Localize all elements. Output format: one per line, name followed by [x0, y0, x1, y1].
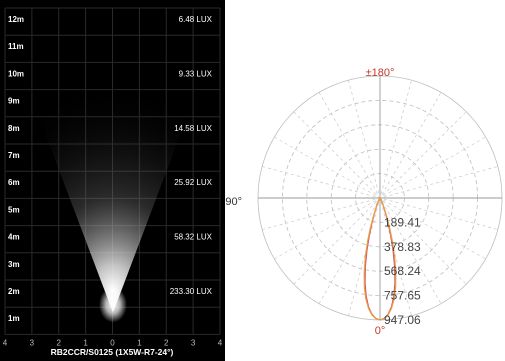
beam-y-tick-label: 4m	[8, 233, 20, 242]
beam-y-axis-labels: 12m 11m 10m 9m 8m 7m 6m 5m 4m 3m 2m 1m	[8, 15, 24, 323]
lux-reading: 6.48 LUX	[179, 15, 213, 24]
beam-y-tick-label: 8m	[8, 124, 20, 133]
radial-value-label: 189.41	[384, 215, 421, 229]
lux-reading: 14.58 LUX	[174, 124, 212, 133]
polar-radial-labels: 189.41 378.83 568.24 757.65 947.06	[384, 215, 421, 327]
radial-value-label: 568.24	[384, 264, 421, 278]
beam-x-tick-label: 2	[164, 338, 169, 347]
beam-y-tick-label: 12m	[8, 15, 24, 24]
beam-x-tick-label: 3	[30, 338, 35, 347]
angle-label-left: -90°	[225, 196, 242, 208]
beam-x-tick-label: 4	[218, 338, 223, 347]
polar-candela-diagram: 189.41 378.83 568.24 757.65 947.06 ±180° -90…	[225, 67, 503, 337]
polar-series	[363, 197, 397, 321]
beam-y-tick-label: 1m	[8, 314, 20, 323]
beam-y-tick-label: 5m	[8, 205, 20, 214]
beam-x-axis-labels: 4 3 2 1 0 1 2 3 4	[3, 338, 223, 347]
beam-x-tick-label: 2	[57, 338, 62, 347]
beam-y-tick-label: 10m	[8, 69, 24, 78]
lux-reading: 233.30 LUX	[170, 287, 213, 296]
angle-label-bottom: 0°	[375, 325, 386, 337]
beam-diagram: 12m 11m 10m 9m 8m 7m 6m 5m 4m 3m 2m 1m 4 3 2 1 0 1 2 3 4 6.…	[3, 7, 223, 357]
lux-reading: 58.32 LUX	[174, 233, 212, 242]
beam-y-tick-label: 11m	[8, 42, 24, 51]
beam-x-tick-label: 1	[137, 338, 142, 347]
beam-y-tick-label: 6m	[8, 178, 20, 187]
beam-x-tick-label: 4	[3, 338, 8, 347]
radial-value-label: 947.06	[384, 313, 421, 327]
beam-x-tick-label: 0	[110, 338, 115, 347]
beam-y-tick-label: 9m	[8, 97, 20, 106]
lux-reading: 25.92 LUX	[174, 178, 212, 187]
lux-reading: 9.33 LUX	[179, 69, 213, 78]
light-beam-cone	[8, 35, 218, 313]
light-hotspot	[99, 286, 127, 323]
polar-series-curve	[363, 197, 397, 321]
lux-readings: 6.48 LUX 9.33 LUX 14.58 LUX 25.92 LUX 58.32 …	[170, 15, 213, 296]
fixture-caption: RB2CCR/S0125 (1X5W-R7-24°)	[51, 347, 174, 357]
beam-y-tick-label: 3m	[8, 260, 20, 269]
angle-label-top: ±180°	[366, 67, 395, 79]
radial-value-label: 378.83	[384, 240, 421, 254]
beam-x-tick-label: 3	[191, 338, 196, 347]
polar-diagram-panel: 189.41 378.83 568.24 757.65 947.06 ±180° -90…	[225, 0, 505, 361]
beam-y-tick-label: 7m	[8, 151, 20, 160]
radial-value-label: 757.65	[384, 289, 421, 303]
beam-diagram-panel: 12m 11m 10m 9m 8m 7m 6m 5m 4m 3m 2m 1m 4 3 2 1 0 1 2 3 4 6.…	[0, 0, 225, 361]
beam-y-tick-label: 2m	[8, 287, 20, 296]
beam-x-tick-label: 1	[83, 338, 88, 347]
